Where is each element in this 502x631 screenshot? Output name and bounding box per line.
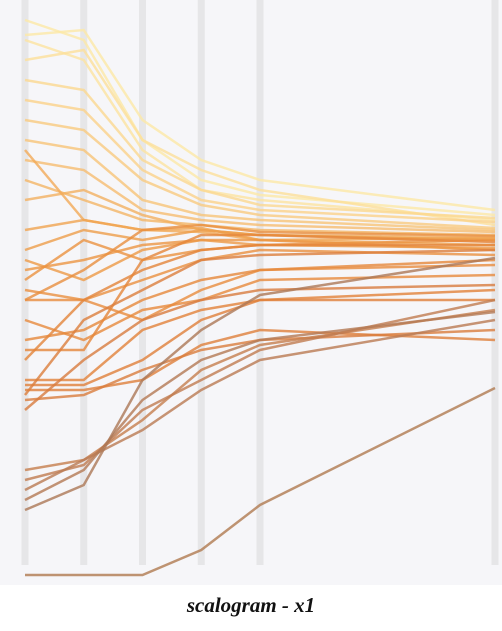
series-line (24, 98, 496, 224)
series-line (24, 218, 496, 242)
series-line (24, 48, 496, 227)
series-line (24, 118, 496, 230)
series-line (24, 298, 496, 482)
series-line (25, 386, 496, 577)
series-line (24, 158, 496, 234)
series-line (24, 18, 496, 217)
series-line (24, 223, 496, 302)
series-line (24, 38, 496, 222)
series-line (24, 248, 496, 396)
series-line (24, 256, 496, 512)
series-line (25, 328, 496, 392)
chart-title: scalogram - x1 (186, 593, 315, 617)
series-line (24, 138, 496, 232)
series-line (24, 243, 495, 361)
series-line (25, 298, 495, 387)
series-line (25, 233, 496, 352)
series-line (24, 310, 496, 502)
series-line (24, 318, 496, 492)
series-line (24, 28, 496, 212)
series-line (24, 248, 496, 302)
series-line (24, 78, 496, 220)
series-line (24, 238, 496, 272)
series-line (24, 273, 496, 342)
series-line (25, 288, 496, 382)
